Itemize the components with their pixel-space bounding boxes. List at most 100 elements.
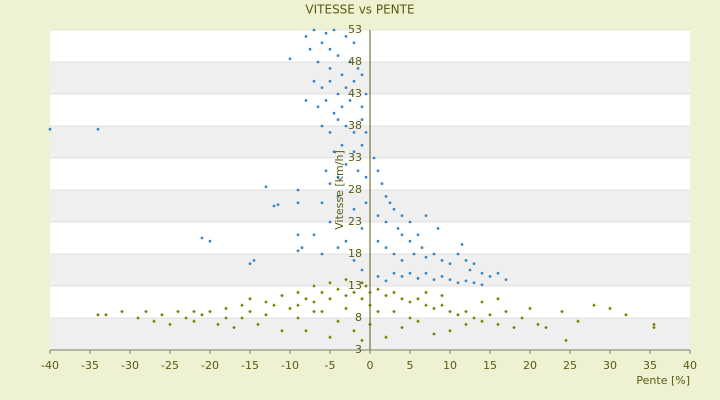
point (432, 332, 436, 336)
point (400, 275, 404, 278)
point (440, 293, 444, 298)
point (340, 143, 344, 147)
point (380, 182, 384, 186)
point (512, 325, 516, 330)
point (360, 73, 364, 77)
point (424, 214, 428, 218)
point (464, 279, 468, 283)
point (480, 319, 484, 323)
point (248, 309, 252, 314)
point (376, 239, 380, 243)
plot-area (48, 28, 691, 354)
point (436, 227, 440, 230)
point (424, 255, 428, 259)
point (472, 316, 476, 320)
point (544, 325, 548, 330)
point (352, 290, 356, 295)
point (472, 262, 476, 265)
point (408, 271, 412, 275)
point (360, 105, 364, 109)
point (120, 309, 124, 314)
point (160, 313, 164, 317)
point (280, 293, 284, 298)
point (360, 338, 364, 343)
point (336, 175, 340, 179)
point (352, 79, 356, 83)
point (296, 316, 300, 320)
point (432, 306, 436, 311)
point (316, 60, 320, 64)
point (392, 207, 396, 211)
point (232, 325, 236, 330)
point (336, 54, 340, 57)
point (356, 169, 360, 173)
point (364, 92, 368, 96)
point (216, 322, 220, 327)
point (360, 118, 364, 121)
y-tick-label: 28 (348, 183, 362, 196)
point (312, 284, 316, 288)
point (520, 316, 524, 320)
point (408, 220, 412, 224)
point (416, 319, 420, 323)
point (272, 303, 276, 307)
point (364, 201, 368, 205)
x-tick-label: -15 (241, 359, 259, 372)
point (608, 306, 612, 311)
point (448, 309, 452, 314)
point (488, 275, 492, 278)
point (152, 319, 156, 323)
point (296, 188, 300, 192)
point (424, 271, 428, 275)
point (324, 99, 328, 102)
point (576, 319, 580, 323)
point (564, 338, 568, 343)
point (340, 73, 344, 77)
point (372, 156, 376, 160)
point (296, 233, 300, 237)
point (416, 276, 420, 280)
point (312, 309, 316, 314)
point (376, 169, 380, 173)
point (432, 278, 436, 281)
point (264, 185, 268, 189)
x-tick-label: -35 (81, 359, 99, 372)
point (304, 297, 308, 301)
point (304, 99, 308, 102)
point (352, 207, 356, 211)
point (264, 313, 268, 317)
point (144, 309, 148, 314)
point (356, 67, 360, 70)
point (496, 271, 500, 275)
point (352, 131, 356, 134)
point (652, 325, 656, 330)
point (400, 325, 404, 330)
y-tick-label: 23 (348, 215, 362, 228)
x-tick-label: 10 (443, 359, 457, 372)
point (328, 79, 332, 83)
point (400, 297, 404, 301)
point (272, 204, 276, 208)
point (440, 303, 444, 307)
point (96, 313, 100, 317)
point (592, 303, 596, 307)
point (456, 281, 460, 285)
point (456, 313, 460, 317)
point (364, 175, 368, 179)
point (184, 316, 188, 320)
point (344, 293, 348, 298)
point (224, 306, 228, 311)
y-tick-label: 18 (348, 247, 362, 260)
point (312, 79, 316, 83)
y-tick-label: 53 (348, 23, 362, 36)
x-tick-label: -20 (201, 359, 219, 372)
point (336, 287, 340, 291)
point (384, 220, 388, 224)
point (344, 86, 348, 89)
point (488, 313, 492, 317)
point (332, 150, 336, 154)
x-tick-label: 5 (407, 359, 414, 372)
point (296, 303, 300, 307)
point (320, 41, 324, 45)
y-tick-label: 38 (348, 119, 362, 132)
